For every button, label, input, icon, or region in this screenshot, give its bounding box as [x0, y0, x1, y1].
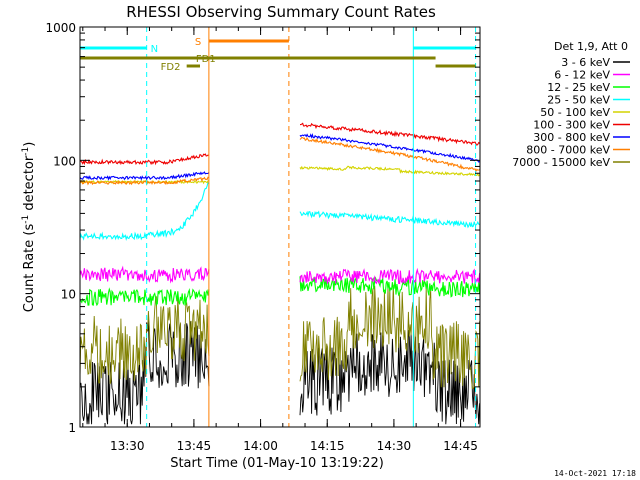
x-tick-label-6: 14:45 — [443, 439, 478, 453]
series-line-3-6-kev-seg2 — [299, 329, 481, 425]
flag-label-s: S — [195, 37, 201, 48]
legend-label-9: 7000 - 15000 keV — [512, 156, 610, 169]
y-axis-label-main: Count Rate (s — [22, 224, 37, 313]
series-line-3-6-kev-seg1 — [79, 320, 210, 425]
flag-label-fd1: FD1 — [196, 54, 216, 65]
flag-label-fd2: FD2 — [161, 62, 181, 73]
y-axis-label-sup1: -1 — [21, 215, 31, 224]
series-line-7000-15000-kev-seg1 — [79, 295, 210, 385]
legend-label-5: 50 - 100 keV — [540, 106, 610, 119]
y-axis-label-mid: detector — [22, 155, 37, 215]
x-tick-label-2: 13:45 — [177, 439, 212, 453]
series-line-100-300-kev-seg1 — [79, 153, 210, 166]
series-line-800-7000-kev-seg1 — [79, 176, 210, 186]
series-line-25-50-kev-seg2 — [299, 210, 480, 229]
legend-label-3: 12 - 25 keV — [547, 81, 610, 94]
chart-title: RHESSI Observing Summary Count Rates — [126, 3, 436, 21]
series-line-800-7000-kev-seg2 — [299, 136, 480, 173]
y-tick-label-4: 1000 — [45, 21, 76, 35]
y-tick-label-2: 10 — [61, 288, 76, 302]
y-tick-label-3: 100 — [53, 154, 76, 168]
series-line-12-25-kev-seg2 — [299, 276, 481, 298]
legend-header: Det 1,9, Att 0 — [554, 40, 628, 53]
x-tick-label-5: 14:30 — [377, 439, 412, 453]
x-axis: 13:30 13:45 14:00 14:15 14:30 14:45 — [82, 27, 478, 453]
legend-label-2: 6 - 12 keV — [554, 69, 610, 82]
legend-label-4: 25 - 50 keV — [547, 94, 610, 107]
series-line-12-25-kev-seg1 — [79, 287, 210, 307]
series-line-6-12-kev-seg2 — [299, 267, 481, 285]
y-axis-label-end: ) — [22, 142, 37, 147]
series-line-25-50-kev-seg1 — [79, 181, 210, 242]
footer-timestamp: 14-Oct-2021 17:18 — [554, 469, 636, 478]
series-line-100-300-kev-seg2 — [300, 122, 480, 146]
plot-frame — [79, 26, 481, 428]
flag-label-n: N — [151, 44, 158, 55]
series-line-300-800-kev-seg1 — [79, 171, 210, 181]
x-tick-label-3: 14:00 — [243, 439, 278, 453]
y-tick-label-1: 1 — [68, 421, 76, 435]
y-axis: 1 10 100 1000 — [45, 21, 480, 435]
x-tick-label-1: 13:30 — [110, 439, 145, 453]
series-line-6-12-kev-seg1 — [79, 265, 210, 284]
legend-label-1: 3 - 6 keV — [561, 56, 610, 69]
legend-label-6: 100 - 300 keV — [533, 119, 610, 132]
x-axis-label: Start Time (01-May-10 13:19:22) — [170, 456, 384, 471]
plot-area: N S FD1 FD2 — [79, 27, 481, 427]
legend-label-8: 800 - 7000 keV — [526, 144, 610, 157]
legend-label-7: 300 - 800 keV — [533, 131, 610, 144]
y-axis-label-sup2: -1 — [21, 147, 31, 156]
x-tick-label-4: 14:15 — [310, 439, 345, 453]
y-axis-label: Count Rate (s-1 detector-1) — [21, 142, 37, 313]
series-line-300-800-kev-seg2 — [299, 133, 480, 163]
series-line-50-100-kev-seg2 — [299, 165, 481, 177]
